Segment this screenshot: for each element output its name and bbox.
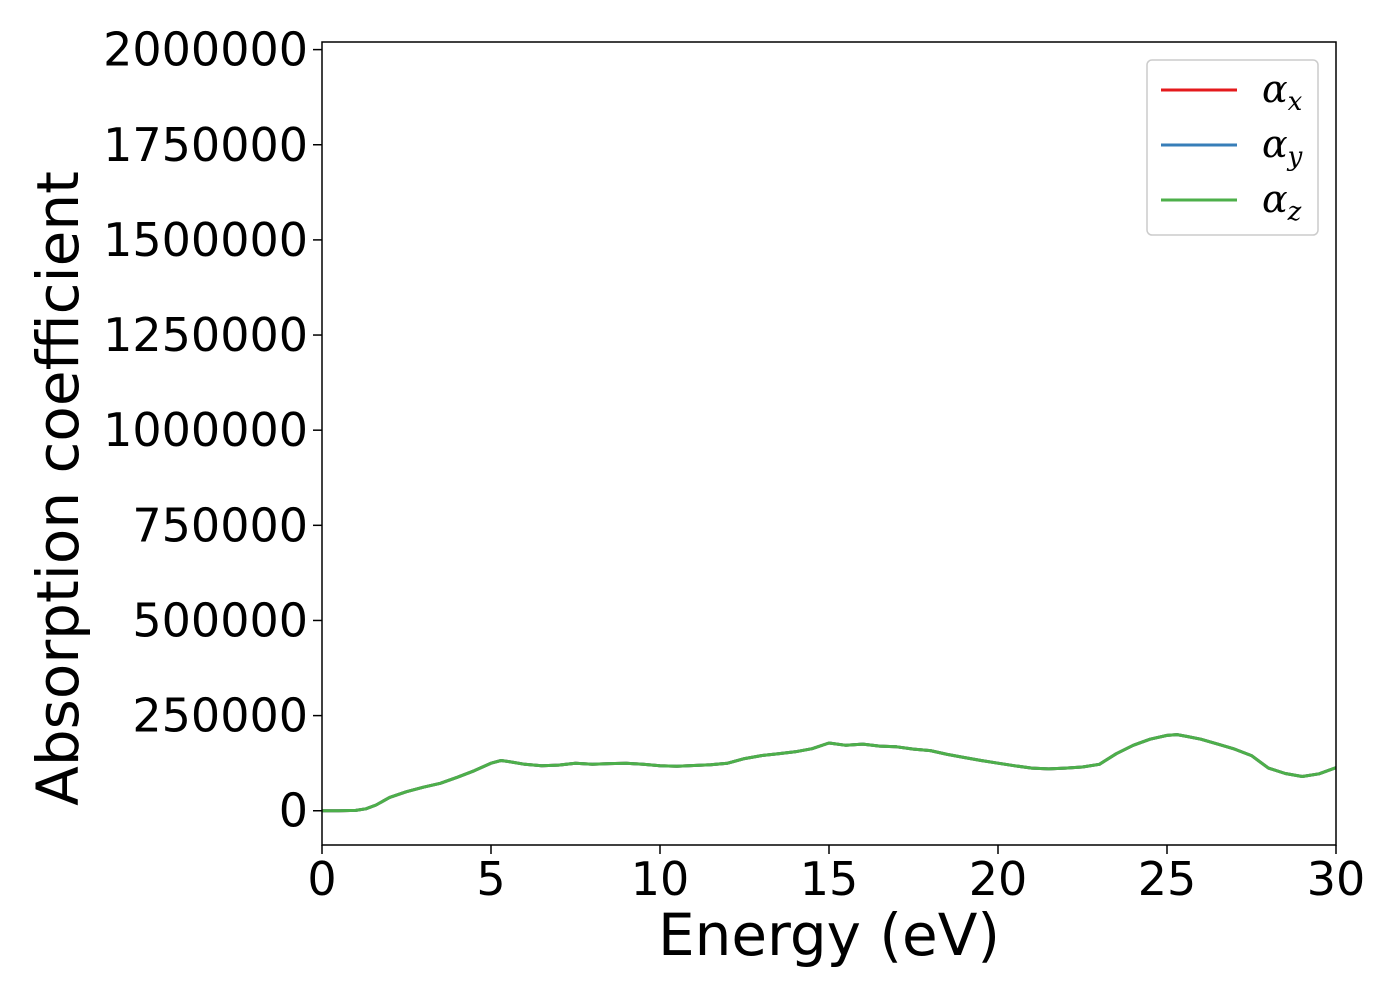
x-tick-label: 20	[969, 852, 1028, 906]
y-tick-label: 0	[279, 784, 308, 838]
series-line-x	[322, 733, 1336, 813]
legend-box	[1146, 59, 1319, 236]
y-tick-label: 1250000	[103, 308, 308, 362]
y-tick-label: 250000	[132, 689, 308, 743]
y-tick-label: 2000000	[103, 23, 308, 77]
x-tick-label: 30	[1307, 852, 1366, 906]
y-axis-title: Absorption coefficient	[24, 171, 92, 806]
series-layer	[322, 733, 1336, 813]
x-tick-label: 0	[307, 852, 336, 906]
y-tick-label: 750000	[132, 498, 308, 552]
y-tick-label: 500000	[132, 593, 308, 647]
x-axis-title: Energy (eV)	[658, 901, 1000, 969]
y-tick-label: 1750000	[103, 118, 308, 172]
y-axis-ticks: 0 250000 500000 750000 1000000 1250000 1500000…	[103, 23, 322, 838]
x-tick-label: 5	[476, 852, 505, 906]
x-tick-label: 15	[800, 852, 859, 906]
x-tick-label: 10	[631, 852, 690, 906]
y-tick-label: 1500000	[103, 213, 308, 267]
x-axis-ticks: 0 5 10 15 20 25 30	[307, 845, 1365, 906]
x-tick-label: 25	[1138, 852, 1197, 906]
series-line-z	[322, 733, 1336, 813]
series-line-y	[322, 733, 1336, 813]
y-tick-label: 1000000	[103, 403, 308, 457]
